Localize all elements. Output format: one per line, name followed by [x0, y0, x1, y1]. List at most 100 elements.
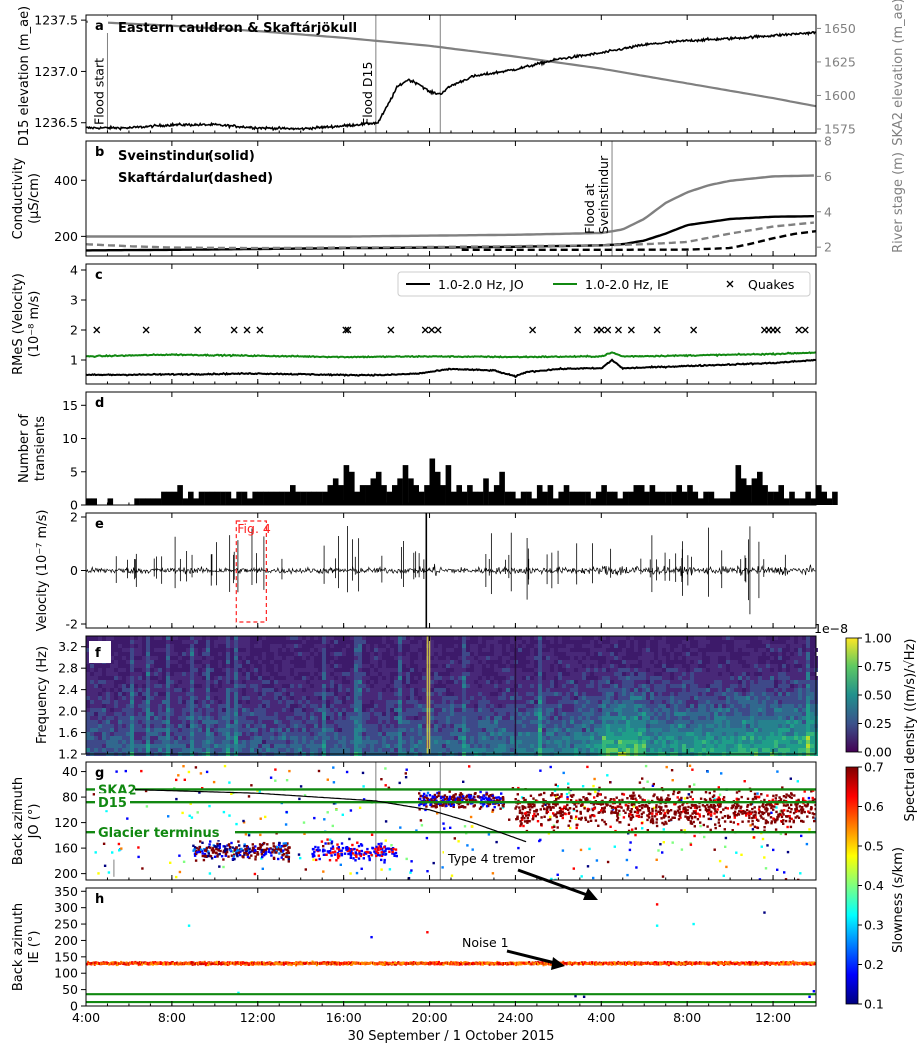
spectrogram-cell [438, 700, 442, 704]
spectrogram-cell [454, 680, 458, 684]
spectrogram-cell [418, 744, 422, 748]
spectrogram-cell [390, 684, 394, 688]
spectrogram-cell [266, 708, 270, 712]
spectrogram-cell [322, 680, 326, 684]
spectrogram-cell [586, 684, 590, 688]
spectrogram-cell [158, 720, 162, 724]
spectrogram-cell [494, 744, 498, 748]
spectrogram-cell [394, 716, 398, 720]
y-label-velocity: Velocity (10⁻⁷ m/s) [35, 510, 50, 632]
spectrogram-cell [182, 676, 186, 680]
spectrogram-cell [262, 668, 266, 672]
spectrogram-cell [118, 732, 122, 736]
spectrogram-cell [442, 692, 446, 696]
spectrogram-cell [174, 680, 178, 684]
spectrogram-cell [402, 688, 406, 692]
transient-bar [225, 491, 232, 505]
spectrogram-cell [666, 696, 670, 700]
spectrogram-cell [686, 728, 690, 732]
spectrogram-cell [458, 692, 462, 696]
spectrogram-cell [202, 728, 206, 732]
spectrogram-cell [638, 732, 642, 736]
spectrogram-cell [206, 672, 210, 676]
spectrogram-cell [778, 744, 782, 748]
spectrogram-cell [290, 748, 294, 752]
spectrogram-cell [314, 704, 318, 708]
spectrogram-cell [198, 636, 202, 640]
spectrogram-cell [798, 648, 802, 652]
spectrogram-cell [146, 680, 150, 684]
spectrogram-cell [534, 732, 538, 736]
spectrogram-cell [394, 668, 398, 672]
spectrogram-cell [326, 640, 330, 644]
spectrogram-cell [250, 688, 254, 692]
spectrogram-cell [206, 688, 210, 692]
spectrogram-cell [546, 728, 550, 732]
spectrogram-cell [158, 688, 162, 692]
spectrogram-cell [294, 728, 298, 732]
spectrogram-cell [362, 680, 366, 684]
spectrogram-cell [250, 712, 254, 716]
spectrogram-cell [194, 748, 198, 752]
spectrogram-cell [666, 700, 670, 704]
spectrogram-cell [646, 712, 650, 716]
spectrogram-cell [614, 740, 618, 744]
spectrogram-cell [558, 712, 562, 716]
spectrogram-cell [670, 704, 674, 708]
spectrogram-cell [282, 700, 286, 704]
spectrogram-cell [382, 692, 386, 696]
spectrogram-cell [86, 652, 90, 656]
spectrogram-cell [606, 720, 610, 724]
spectrogram-cell [634, 704, 638, 708]
spectrogram-cell [674, 688, 678, 692]
spectrogram-cell [322, 748, 326, 752]
spectrogram-cell [278, 644, 282, 648]
panel-letter-bg [88, 266, 108, 282]
spectrogram-cell [718, 688, 722, 692]
spectrogram-cell [310, 680, 314, 684]
spectrogram-cell [98, 748, 102, 752]
spectrogram-cell [542, 696, 546, 700]
transient-bar [563, 485, 570, 505]
spectrogram-cell [454, 720, 458, 724]
spectrogram-cell [382, 640, 386, 644]
spectrogram-cell [694, 736, 698, 740]
spectrogram-cell [734, 692, 738, 696]
spectrogram-cell [634, 644, 638, 648]
spectrogram-cell [198, 704, 202, 708]
spectrogram-cell [422, 636, 426, 640]
spectrogram-cell [286, 708, 290, 712]
spectrogram-cell [382, 720, 386, 724]
spectrogram-cell [518, 724, 522, 728]
spectrogram-cell [370, 656, 374, 660]
spectrogram-cell [354, 692, 358, 696]
spectrogram-cell [562, 716, 566, 720]
spectrogram-cell [650, 736, 654, 740]
spectrogram-cell [378, 744, 382, 748]
spectrogram-cell [458, 684, 462, 688]
spectrogram-cell [202, 712, 206, 716]
spectrogram-cell [566, 708, 570, 712]
spectrogram-cell [578, 748, 582, 752]
spectrogram-cell [334, 640, 338, 644]
spectrogram-cell [166, 648, 170, 652]
spectrogram-cell [554, 700, 558, 704]
spectrogram-cell [310, 724, 314, 728]
spectrogram-cell [362, 740, 366, 744]
spectrogram-cell [610, 740, 614, 744]
spectrogram-cell [154, 684, 158, 688]
spectrogram-cell [174, 712, 178, 716]
spectrogram-cell [402, 744, 406, 748]
y-label-ska2-text: SKA2 elevation (m_ae) [891, 0, 906, 146]
spectrogram-cell [222, 724, 226, 728]
spectrogram-cell [602, 680, 606, 684]
spectrogram-cell [122, 712, 126, 716]
spectrogram-cell [386, 720, 390, 724]
spectrogram-cell [618, 696, 622, 700]
spectrogram-cell [678, 748, 682, 752]
spectrogram-cell [398, 648, 402, 652]
spectrogram-cell [682, 688, 686, 692]
spectrogram-cell [702, 668, 706, 672]
spectrogram-cell [246, 708, 250, 712]
spectrogram-cell [274, 748, 278, 752]
